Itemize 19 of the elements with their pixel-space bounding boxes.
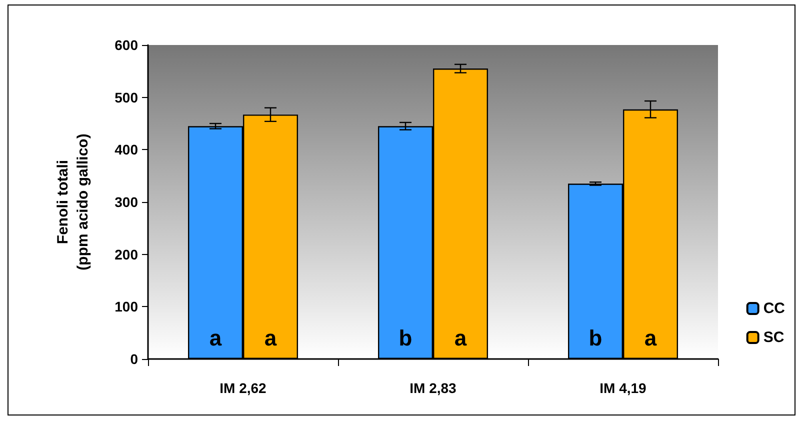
x-tick-label: IM 4,19	[600, 380, 647, 396]
y-tick-label: 300	[114, 194, 138, 210]
annotation: a	[264, 326, 278, 351]
annotation: b	[588, 326, 602, 351]
x-tick-label: IM 2,83	[410, 380, 457, 396]
annotation: b	[398, 326, 412, 351]
y-tick-label: 500	[114, 89, 138, 106]
y-tick-label: 100	[114, 298, 138, 315]
y-tick-label: 0	[130, 351, 138, 367]
legend-label: SC	[763, 329, 784, 346]
annotation: a	[209, 326, 222, 351]
annotation: a	[644, 326, 658, 351]
x-tick-label: IM 2,62	[220, 380, 267, 396]
y-tick-label: 400	[114, 142, 138, 158]
legend-label: CC	[763, 300, 786, 317]
annotation: a	[454, 326, 468, 351]
y-axis-title: Fenoli totali (ppm acido gallico)	[54, 134, 92, 270]
y-tick-label: 200	[114, 246, 138, 262]
y-tick-label: 600	[114, 37, 138, 53]
